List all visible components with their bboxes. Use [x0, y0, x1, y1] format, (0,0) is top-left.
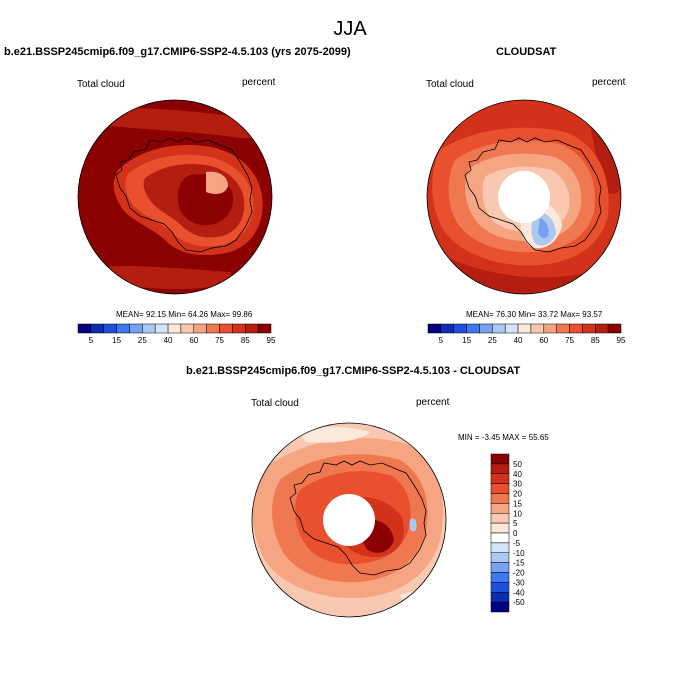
diff-colorbar-box	[490, 503, 510, 514]
diff-panel-title: b.e21.BSSP245cmip6.f09_g17.CMIP6-SSP2-4.…	[186, 365, 521, 377]
obs-panel-title: CLOUDSAT	[496, 46, 557, 58]
model-colorbar-box	[167, 323, 182, 334]
model-panel-title: b.e21.BSSP245cmip6.f09_g17.CMIP6-SSP2-4.…	[4, 46, 351, 58]
model-colorbar-box	[129, 323, 143, 334]
model-colorbar-box	[257, 323, 272, 334]
diff-colorbar-box	[490, 582, 510, 593]
obs-colorbar: 5 15 25 40 60 75 85 95	[427, 323, 626, 345]
model-colorbar-label: 60	[189, 336, 198, 345]
obs-colorbar-box	[427, 323, 442, 334]
diff-colorbar-box	[490, 463, 510, 474]
diff-colorbar-box	[490, 532, 510, 544]
diff-colorbar-label: -10	[513, 549, 525, 558]
model-colorbar-label: 75	[215, 336, 224, 345]
model-colorbar: 5 15 25 40 60 75 85 95	[77, 323, 276, 345]
diff-field-label: Total cloud	[251, 398, 299, 409]
model-colorbar-label: 40	[164, 336, 173, 345]
diff-colorbar-label: 50	[513, 460, 522, 469]
model-colorbar-label: 95	[267, 336, 276, 345]
obs-colorbar-label: 25	[488, 336, 497, 345]
model-colorbar-box	[103, 323, 117, 334]
obs-stats: MEAN= 76.30 Min= 33.72 Max= 93.57	[466, 310, 603, 319]
diff-colorbar-box	[490, 601, 510, 613]
model-colorbar-box	[193, 323, 207, 334]
model-field-label: Total cloud	[77, 79, 125, 90]
obs-colorbar-box	[504, 323, 519, 334]
diff-stats: MIN = -3.45 MAX = 55.65	[458, 433, 549, 442]
diff-colorbar-box	[490, 473, 510, 484]
obs-colorbar-box	[453, 323, 467, 334]
diff-colorbar-label: 5	[513, 519, 518, 528]
diff-colorbar-label: 20	[513, 490, 522, 499]
diff-colorbar-label: 40	[513, 470, 522, 479]
model-colorbar-box	[77, 323, 92, 334]
diff-colorbar-box	[490, 592, 510, 603]
model-colorbar-label: 25	[138, 336, 147, 345]
diff-colorbar-box	[490, 552, 510, 563]
model-colorbar-box	[232, 323, 246, 334]
diff-colorbar-label: 15	[513, 499, 522, 508]
model-colorbar-box	[116, 323, 130, 334]
model-colorbar-box	[206, 323, 220, 334]
obs-colorbar-label: 85	[591, 336, 600, 345]
obs-colorbar-label: 40	[514, 336, 523, 345]
obs-colorbar-box	[517, 323, 532, 334]
diff-colorbar-box	[490, 513, 510, 524]
model-colorbar-box	[142, 323, 156, 334]
diff-colorbar-label: -15	[513, 559, 525, 568]
obs-colorbar-box	[556, 323, 570, 334]
diff-colorbar-box	[490, 572, 510, 583]
obs-colorbar-box	[440, 323, 454, 334]
diff-units-label: percent	[416, 397, 450, 408]
obs-colorbar-box	[479, 323, 493, 334]
model-colorbar-box	[180, 323, 195, 334]
diff-map	[251, 422, 447, 618]
diff-colorbar-box	[490, 562, 510, 573]
obs-colorbar-label: 75	[565, 336, 574, 345]
obs-colorbar-label: 15	[462, 336, 471, 345]
obs-colorbar-label: 60	[539, 336, 548, 345]
diff-colorbar-label: 30	[513, 480, 522, 489]
obs-colorbar-label: 5	[439, 336, 444, 345]
obs-colorbar-box	[569, 323, 583, 334]
model-stats: MEAN= 92.15 Min= 64.26 Max= 99.86	[116, 310, 253, 319]
model-colorbar-label: 85	[241, 336, 250, 345]
model-units-label: percent	[242, 77, 276, 88]
model-colorbar-label: 5	[89, 336, 94, 345]
obs-colorbar-label: 95	[617, 336, 626, 345]
obs-colorbar-box	[582, 323, 596, 334]
model-colorbar-box	[219, 323, 233, 334]
model-colorbar-box	[90, 323, 104, 334]
model-colorbar-box	[154, 323, 169, 334]
diff-colorbar-box	[490, 522, 510, 534]
obs-colorbar-box	[492, 323, 506, 334]
model-colorbar-label: 15	[112, 336, 121, 345]
diff-colorbar-label: -50	[513, 598, 525, 607]
diff-colorbar-box	[490, 453, 510, 465]
diff-colorbar-label: -40	[513, 588, 525, 597]
obs-colorbar-box	[543, 323, 557, 334]
obs-units-label: percent	[592, 77, 626, 88]
model-map	[77, 99, 273, 295]
obs-map	[426, 99, 622, 295]
model-colorbar-box	[245, 323, 259, 334]
obs-colorbar-box	[595, 323, 609, 334]
main-title: JJA	[333, 18, 367, 40]
obs-colorbar-box	[530, 323, 545, 334]
diff-colorbar-box	[490, 493, 510, 504]
diff-colorbar-label: -30	[513, 578, 525, 587]
diff-colorbar-label: 10	[513, 509, 522, 518]
diff-colorbar-label: -5	[513, 539, 521, 548]
diff-colorbar-box	[490, 483, 510, 494]
obs-colorbar-box	[607, 323, 622, 334]
diff-colorbar-box	[490, 542, 510, 553]
obs-field-label: Total cloud	[426, 79, 474, 90]
diff-colorbar-label: 0	[513, 529, 518, 538]
diff-colorbar-label: -20	[513, 569, 525, 578]
obs-colorbar-box	[466, 323, 480, 334]
